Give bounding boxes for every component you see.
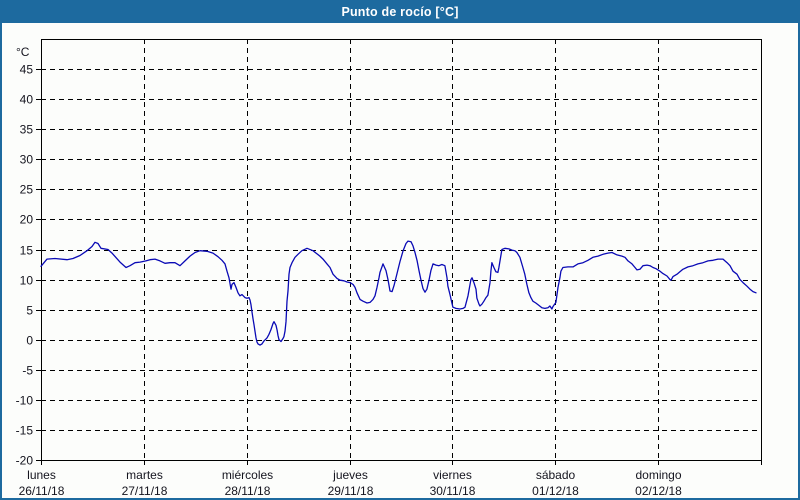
svg-text:01/12/18: 01/12/18 — [532, 484, 579, 498]
svg-text:miércoles: miércoles — [222, 468, 273, 482]
svg-text:viernes: viernes — [433, 468, 472, 482]
svg-text:sábado: sábado — [536, 468, 576, 482]
svg-text:25: 25 — [20, 183, 34, 197]
svg-text:26/11/18: 26/11/18 — [19, 484, 65, 498]
svg-text:°C: °C — [16, 45, 30, 59]
svg-text:20: 20 — [20, 213, 34, 227]
window-titlebar: Punto de rocío [°C] — [2, 2, 798, 23]
svg-text:30: 30 — [20, 153, 34, 167]
svg-text:27/11/18: 27/11/18 — [122, 484, 168, 498]
svg-text:10: 10 — [20, 274, 34, 288]
dew-point-plot-svg: 45 40 35 30 25 20 15 10 5 0 -5 -10 -15 -20 °C lunes 26/1… — [16, 39, 762, 498]
svg-text:29/11/18: 29/11/18 — [328, 484, 374, 498]
svg-text:15: 15 — [20, 244, 34, 258]
svg-text:domingo: domingo — [635, 468, 681, 482]
svg-text:lunes: lunes — [27, 468, 56, 482]
svg-text:30/11/18: 30/11/18 — [430, 484, 476, 498]
dew-point-chart: 45 40 35 30 25 20 15 10 5 0 -5 -10 -15 -20 °C lunes 26/1… — [2, 23, 798, 498]
svg-text:0: 0 — [26, 334, 33, 348]
svg-text:martes: martes — [126, 468, 163, 482]
svg-text:-5: -5 — [22, 364, 33, 378]
svg-text:02/12/18: 02/12/18 — [635, 484, 682, 498]
svg-text:35: 35 — [20, 123, 34, 137]
svg-text:40: 40 — [20, 93, 34, 107]
svg-text:-10: -10 — [16, 394, 34, 408]
svg-text:45: 45 — [20, 63, 34, 77]
svg-text:-20: -20 — [16, 454, 34, 468]
svg-text:jueves: jueves — [332, 468, 368, 482]
svg-text:-15: -15 — [16, 424, 34, 438]
svg-text:28/11/18: 28/11/18 — [225, 484, 271, 498]
chart-title: Punto de rocío [°C] — [341, 5, 459, 19]
svg-text:5: 5 — [26, 304, 33, 318]
